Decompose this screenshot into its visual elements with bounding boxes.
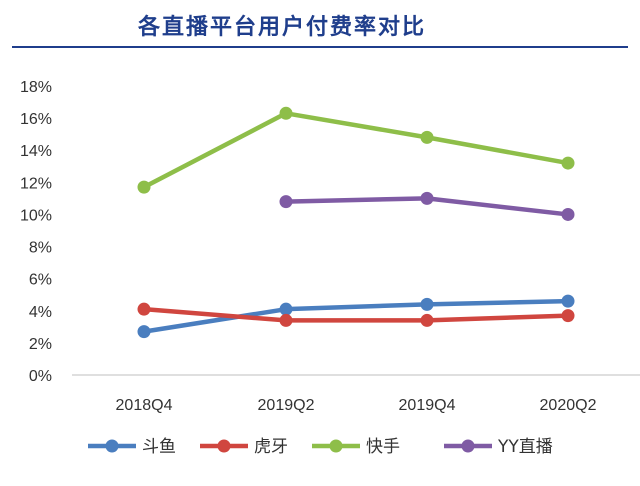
legend-label: 快手 — [366, 437, 400, 457]
y-axis: 0% 2% 4% 6% 8% 10% 12% 14% 16% 18% — [20, 79, 52, 385]
y-tick-label: 12% — [20, 175, 52, 192]
data-point — [561, 156, 575, 170]
series-group — [137, 106, 575, 194]
x-tick-label: 2020Q2 — [540, 397, 597, 414]
legend-label: 斗鱼 — [142, 437, 176, 457]
y-tick-label: 16% — [20, 111, 52, 128]
data-point — [279, 302, 293, 316]
data-point — [561, 309, 575, 323]
data-point — [561, 207, 575, 221]
y-tick-label: 8% — [29, 240, 52, 257]
legend-item: 快手 — [312, 437, 400, 457]
legend-item: 虎牙 — [200, 437, 288, 457]
data-point — [137, 325, 151, 339]
legend-item: 斗鱼 — [88, 437, 176, 457]
series-group — [137, 294, 575, 339]
data-point — [137, 180, 151, 194]
x-tick-label: 2019Q4 — [399, 397, 456, 414]
legend-swatch-marker — [461, 439, 475, 453]
data-point — [137, 302, 151, 316]
series-line — [141, 306, 571, 323]
data-point — [420, 130, 434, 144]
series-line — [141, 298, 571, 334]
y-tick-label: 2% — [29, 336, 52, 353]
y-tick-label: 4% — [29, 304, 52, 321]
data-point — [279, 106, 293, 120]
y-tick-label: 0% — [29, 368, 52, 385]
chart-title: 各直播平台用户付费率对比 — [137, 14, 426, 40]
data-point — [420, 297, 434, 311]
series-line — [141, 111, 571, 190]
legend-swatch-marker — [329, 439, 343, 453]
data-point — [561, 294, 575, 308]
legend: 斗鱼 虎牙 快手 YY直播 — [88, 437, 553, 457]
data-point — [279, 195, 293, 209]
plot-area — [137, 106, 575, 339]
legend-label: 虎牙 — [254, 437, 288, 457]
y-tick-label: 14% — [20, 143, 52, 160]
x-axis: 2018Q4 2019Q2 2019Q4 2020Q2 — [72, 374, 640, 414]
y-tick-label: 6% — [29, 272, 52, 289]
data-point — [279, 313, 293, 327]
legend-swatch-marker — [217, 439, 231, 453]
x-tick-label: 2019Q2 — [258, 397, 315, 414]
legend-label: YY直播 — [497, 437, 553, 457]
x-tick-label: 2018Q4 — [116, 397, 173, 414]
legend-item: YY直播 — [444, 437, 553, 457]
y-tick-label: 18% — [20, 79, 52, 96]
legend-swatch-marker — [105, 439, 119, 453]
series-group — [279, 191, 575, 221]
series-group — [137, 302, 575, 327]
data-point — [420, 191, 434, 205]
y-tick-label: 10% — [20, 207, 52, 224]
data-point — [420, 313, 434, 327]
